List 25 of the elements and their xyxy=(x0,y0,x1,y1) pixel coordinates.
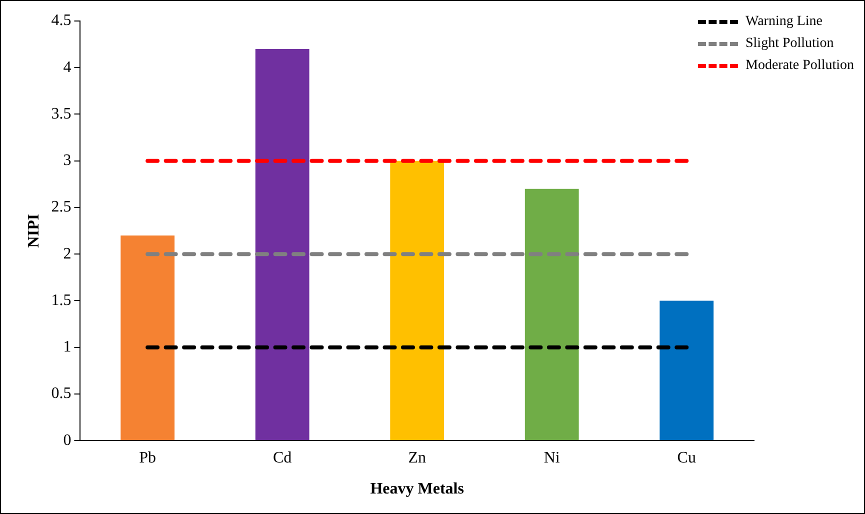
y-tick-label: 3.5 xyxy=(51,105,72,122)
bar xyxy=(524,188,579,440)
y-tick-label: 0 xyxy=(63,432,72,449)
legend-label: Moderate Pollution xyxy=(746,57,854,75)
x-axis-title: Heavy Metals xyxy=(370,480,464,498)
bar xyxy=(120,235,175,440)
y-tick-label: 0.5 xyxy=(51,385,72,402)
y-axis-title: NIPI xyxy=(26,214,43,248)
x-tick-label: Zn xyxy=(408,449,426,466)
y-tick-label: 2 xyxy=(63,245,72,262)
bar xyxy=(255,48,310,440)
legend-label: Slight Pollution xyxy=(746,35,834,53)
y-tick-label: 1.5 xyxy=(51,292,72,309)
x-tick-label: Ni xyxy=(544,449,560,466)
y-tick-label: 4.5 xyxy=(51,12,72,30)
y-tick-label: 4 xyxy=(63,58,72,76)
y-tick-label: 2.5 xyxy=(51,198,72,216)
x-tick-label: Cu xyxy=(677,449,696,466)
bar xyxy=(660,300,714,440)
bar xyxy=(390,160,444,440)
y-tick-label: 3 xyxy=(63,152,72,170)
y-tick-label: 1 xyxy=(63,338,72,356)
x-tick-label: Pb xyxy=(139,449,156,466)
legend-label: Warning Line xyxy=(746,13,823,31)
x-tick-label: Cd xyxy=(273,449,292,466)
